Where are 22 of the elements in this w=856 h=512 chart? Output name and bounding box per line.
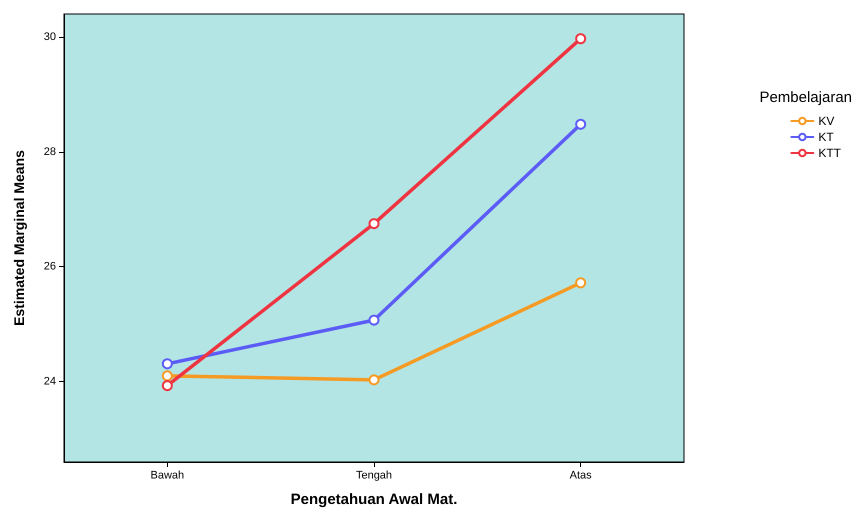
- y-tick-label: 30: [44, 30, 56, 43]
- legend-title: Pembelajaran: [759, 89, 852, 106]
- point: [575, 33, 586, 44]
- y-tick-label: 28: [44, 146, 56, 158]
- y-tick-label: 24: [44, 376, 56, 388]
- x-tick-label: Bawah: [150, 470, 184, 482]
- x-axis-title: Pengetahuan Awal Mat.: [290, 491, 458, 508]
- point: [368, 218, 380, 230]
- point: [575, 118, 586, 130]
- x-tick-label: Atas: [570, 470, 592, 482]
- y-axis-title: Estimated Marginal Means: [11, 150, 27, 326]
- point: [575, 277, 586, 288]
- y-tick-label: 26: [44, 260, 56, 273]
- point: [162, 380, 173, 392]
- legend-label: KV: [818, 114, 834, 128]
- point: [368, 314, 380, 326]
- point: [368, 374, 380, 386]
- point: [162, 358, 173, 370]
- x-tick-label: Tengah: [356, 470, 392, 482]
- legend-label: KT: [818, 130, 834, 144]
- point: [162, 370, 173, 382]
- legend-label: KTT: [818, 146, 842, 160]
